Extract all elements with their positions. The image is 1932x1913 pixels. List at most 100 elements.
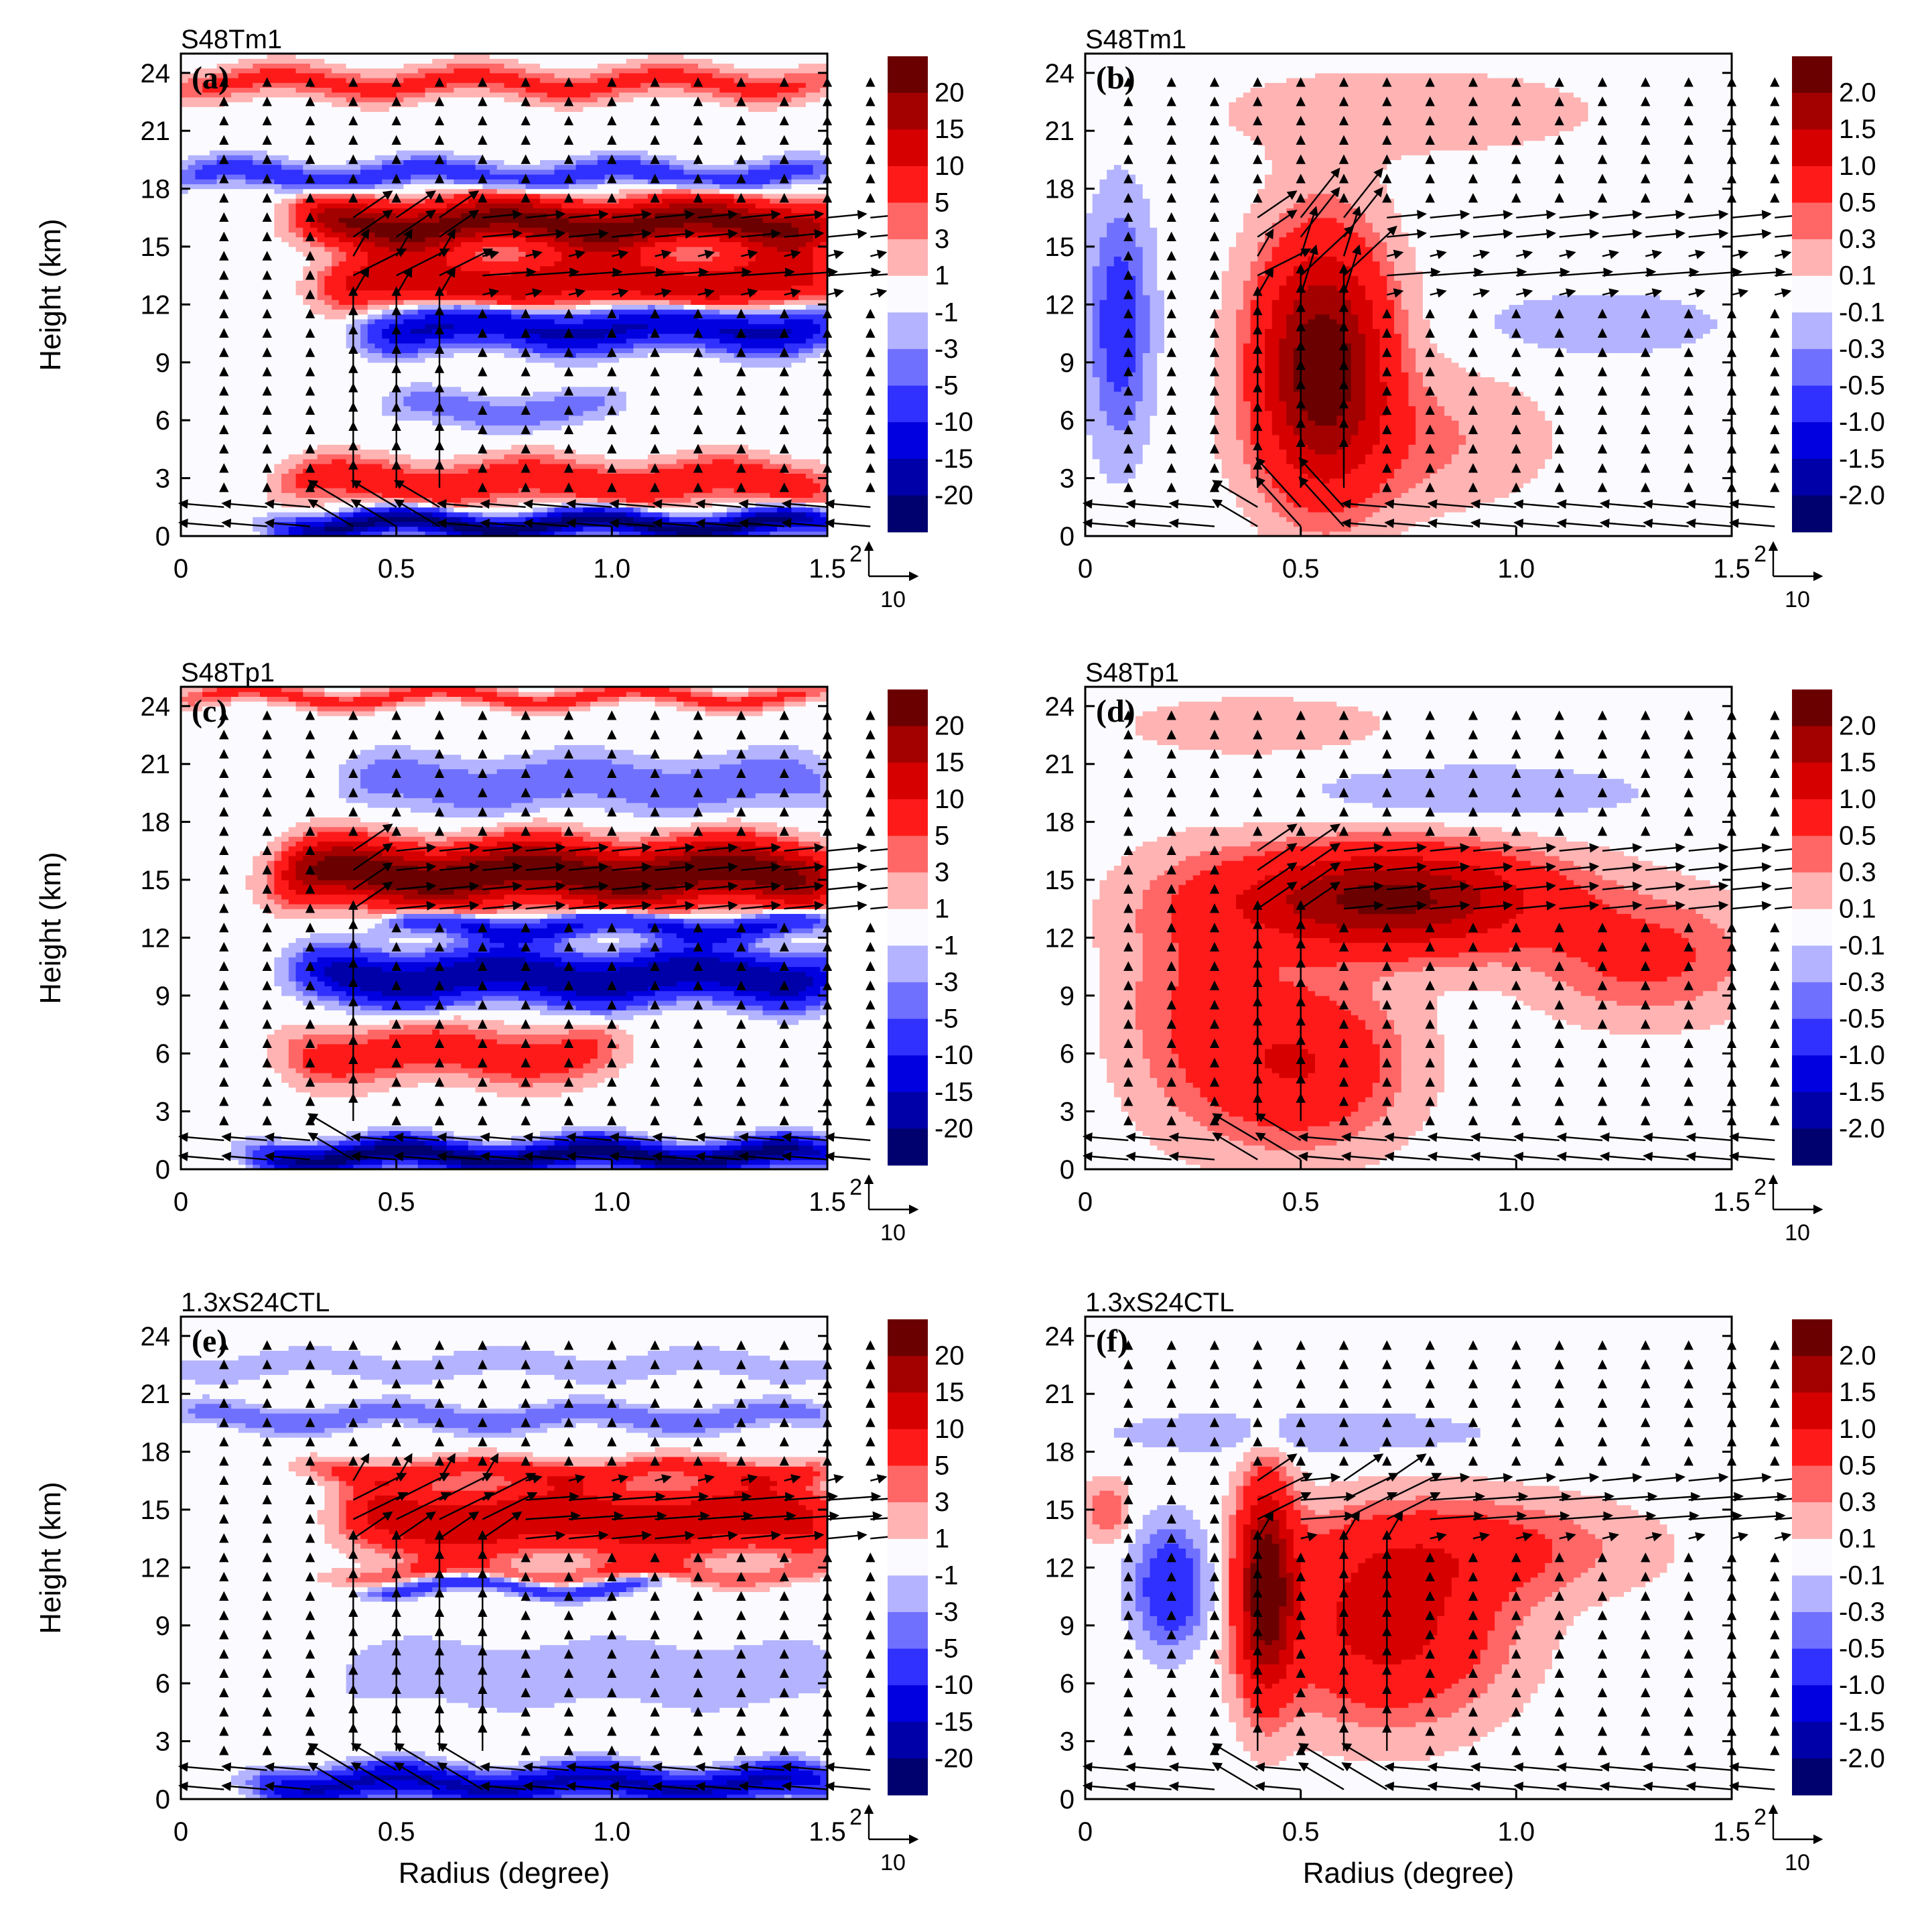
contour-cell	[195, 304, 202, 310]
contour-cell	[202, 275, 210, 281]
contour-cell	[202, 324, 210, 329]
contour-cell	[181, 377, 188, 382]
contour-cell	[181, 411, 188, 416]
contour-cell	[195, 251, 202, 257]
contour-cell	[202, 512, 210, 517]
contour-cell	[195, 150, 202, 155]
contour-cell	[217, 189, 224, 194]
contour-cell	[202, 377, 210, 382]
panel-title: S48Tm1	[181, 25, 282, 54]
contour-cell	[188, 227, 196, 233]
contour-cell	[188, 492, 196, 498]
contour-cell	[210, 401, 217, 406]
contour-cell	[210, 117, 217, 122]
contour-cell	[195, 111, 202, 117]
contour-cell	[195, 232, 202, 237]
contour-cell	[210, 492, 217, 498]
contour-cell	[217, 141, 224, 146]
contour-cell	[202, 348, 210, 353]
contour-cell	[188, 213, 196, 218]
contour-cell	[210, 107, 217, 112]
contour-cell	[210, 247, 217, 252]
contour-cell	[181, 78, 188, 83]
contour-cell	[188, 159, 196, 165]
contour-cell	[210, 358, 217, 363]
contour-field	[181, 54, 828, 537]
contour-cell	[202, 415, 210, 421]
contour-cell	[195, 401, 202, 406]
contour-cell	[188, 367, 196, 373]
contour-cell	[195, 310, 202, 315]
contour-cell	[210, 406, 217, 411]
contour-cell	[202, 497, 210, 503]
contour-cell	[210, 271, 217, 276]
contour-cell	[188, 352, 196, 358]
panels-layer: S48Tm1036912151821240 0.5 1.0 1.5Height (km…	[34, 25, 1885, 1890]
contour-cell	[181, 387, 188, 392]
figure-canvas: S48Tm1036912151821240 0.5 1.0 1.5Height (km…	[0, 0, 1932, 1913]
contour-cell	[217, 478, 224, 484]
contour-cell	[188, 141, 196, 146]
contour-cell	[210, 208, 217, 213]
contour-cell	[210, 372, 217, 377]
contour-cell	[210, 483, 217, 488]
contour-cell	[202, 310, 210, 315]
contour-cell	[210, 367, 217, 373]
contour-cell	[195, 362, 202, 368]
contour-cell	[195, 295, 202, 300]
contour-cell	[195, 266, 202, 271]
contour-cell	[181, 280, 188, 285]
contour-cell	[210, 145, 217, 151]
contour-cell	[181, 449, 188, 454]
contour-cell	[202, 121, 210, 127]
contour-cell	[202, 213, 210, 218]
contour-cell	[202, 222, 210, 228]
contour-cell	[188, 218, 196, 223]
contour-cell	[181, 155, 188, 160]
contour-cell	[217, 111, 224, 117]
contour-cell	[202, 141, 210, 146]
contour-cell	[195, 314, 202, 320]
contour-cell	[195, 189, 202, 194]
contour-cell	[188, 135, 196, 141]
contour-cell	[188, 517, 196, 522]
contour-cell	[210, 352, 217, 358]
contour-cell	[202, 328, 210, 334]
contour-cell	[210, 251, 217, 257]
contour-cell	[181, 295, 188, 300]
contour-cell	[217, 343, 224, 348]
contour-cell	[181, 97, 188, 103]
contour-cell	[188, 449, 196, 454]
contour-cell	[202, 285, 210, 291]
contour-cell	[202, 382, 210, 387]
contour-cell	[188, 464, 196, 469]
contour-cell	[202, 430, 210, 436]
contour-cell	[210, 459, 217, 464]
contour-cell	[202, 203, 210, 208]
contour-cell	[202, 367, 210, 373]
contour-cell	[210, 430, 217, 436]
contour-cell	[195, 396, 202, 401]
contour-cell	[210, 310, 217, 315]
contour-cell	[217, 507, 224, 513]
contour-cell	[202, 352, 210, 358]
contour-cell	[195, 290, 202, 295]
contour-cell	[188, 203, 196, 208]
contour-cell	[210, 290, 217, 295]
contour-cell	[217, 492, 224, 498]
contour-cell	[181, 343, 188, 348]
contour-cell	[202, 189, 210, 194]
contour-cell	[188, 261, 196, 267]
contour-cell	[188, 117, 196, 122]
contour-cell	[202, 464, 210, 469]
contour-cell	[210, 338, 217, 344]
contour-cell	[217, 362, 224, 368]
contour-cell	[217, 319, 224, 324]
contour-cell	[202, 478, 210, 484]
contour-cell	[181, 454, 188, 460]
contour-cell	[202, 483, 210, 488]
contour-cell	[181, 497, 188, 503]
contour-cell	[217, 352, 224, 358]
contour-cell	[188, 174, 196, 180]
contour-cell	[210, 415, 217, 421]
